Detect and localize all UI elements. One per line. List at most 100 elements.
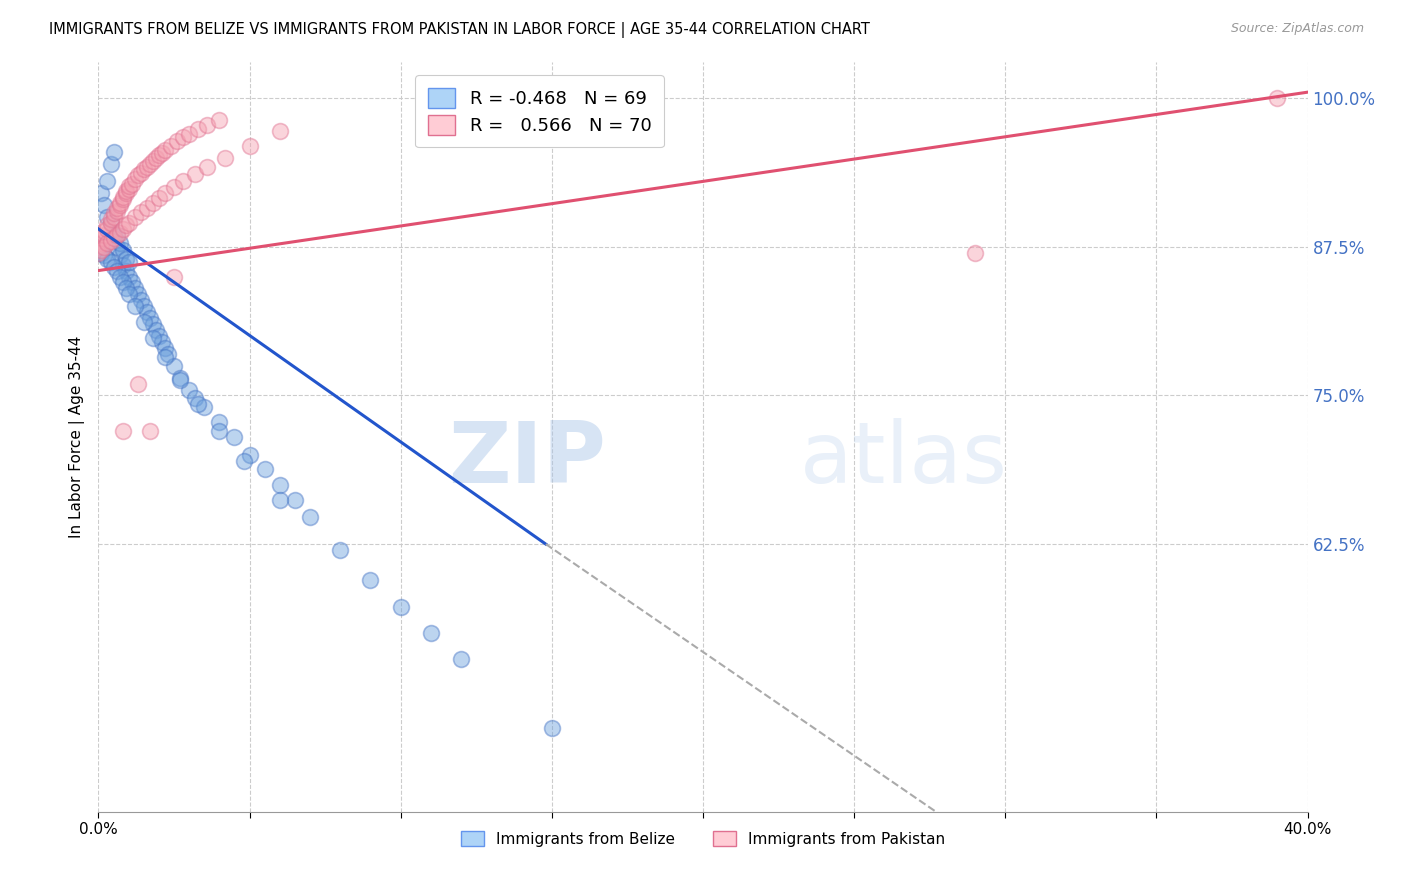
- Point: [100, 212, 122, 227]
- Point: [121, 276, 143, 290]
- Point: [96, 210, 118, 224]
- Point: [105, 240, 128, 254]
- Point: [90, 245, 112, 260]
- Point: [90, 244, 112, 258]
- Point: [114, 219, 136, 233]
- Point: [114, 281, 136, 295]
- Point: [150, 145, 173, 160]
- Point: [129, 293, 152, 308]
- Point: [118, 269, 141, 284]
- Point: [153, 144, 176, 158]
- Point: [153, 341, 176, 355]
- Point: [153, 186, 176, 201]
- Point: [87, 240, 110, 254]
- Point: [103, 145, 125, 159]
- Point: [96, 222, 118, 236]
- Text: Source: ZipAtlas.com: Source: ZipAtlas.com: [1230, 22, 1364, 36]
- Point: [163, 180, 186, 194]
- Point: [105, 227, 128, 242]
- Point: [124, 299, 146, 313]
- Point: [96, 219, 118, 233]
- Point: [187, 397, 209, 411]
- Point: [214, 151, 236, 165]
- Point: [100, 216, 122, 230]
- Point: [195, 160, 218, 174]
- Point: [90, 186, 112, 201]
- Point: [163, 359, 186, 373]
- Point: [208, 415, 231, 429]
- Point: [269, 493, 291, 508]
- Point: [253, 462, 276, 476]
- Point: [224, 430, 246, 444]
- Point: [93, 224, 115, 238]
- Point: [114, 184, 136, 198]
- Point: [108, 198, 131, 212]
- Point: [132, 162, 155, 177]
- Point: [179, 127, 201, 141]
- Point: [118, 287, 141, 301]
- Point: [114, 252, 136, 266]
- Point: [1267, 91, 1289, 105]
- Point: [108, 195, 131, 210]
- Point: [100, 216, 122, 230]
- Point: [148, 329, 170, 343]
- Point: [127, 376, 149, 391]
- Point: [103, 206, 125, 220]
- Point: [96, 174, 118, 188]
- Point: [269, 477, 291, 491]
- Point: [93, 248, 115, 262]
- Point: [420, 626, 443, 640]
- Point: [90, 231, 112, 245]
- Point: [87, 240, 110, 254]
- Point: [96, 252, 118, 266]
- Point: [148, 191, 170, 205]
- Text: ZIP: ZIP: [449, 418, 606, 501]
- Point: [114, 186, 136, 201]
- Point: [187, 122, 209, 136]
- Point: [142, 195, 165, 210]
- Point: [142, 154, 165, 169]
- Point: [193, 401, 215, 415]
- Point: [129, 166, 152, 180]
- Point: [169, 370, 191, 384]
- Point: [450, 652, 472, 666]
- Point: [108, 236, 131, 251]
- Point: [103, 227, 125, 242]
- Point: [169, 373, 191, 387]
- Point: [172, 174, 194, 188]
- Point: [208, 112, 231, 127]
- Y-axis label: In Labor Force | Age 35-44: In Labor Force | Age 35-44: [69, 336, 84, 538]
- Point: [105, 204, 128, 219]
- Point: [163, 269, 186, 284]
- Point: [540, 722, 562, 736]
- Point: [127, 169, 149, 183]
- Point: [118, 179, 141, 194]
- Point: [172, 130, 194, 145]
- Point: [93, 240, 115, 254]
- Point: [284, 493, 307, 508]
- Point: [145, 151, 167, 165]
- Point: [111, 244, 134, 258]
- Point: [87, 245, 110, 260]
- Point: [108, 248, 131, 262]
- Point: [179, 383, 201, 397]
- Point: [111, 276, 134, 290]
- Point: [105, 263, 128, 277]
- Point: [96, 236, 118, 251]
- Point: [142, 317, 165, 331]
- Point: [139, 156, 162, 170]
- Point: [195, 119, 218, 133]
- Point: [127, 287, 149, 301]
- Point: [145, 323, 167, 337]
- Point: [124, 281, 146, 295]
- Point: [103, 210, 125, 224]
- Point: [269, 124, 291, 138]
- Point: [208, 424, 231, 438]
- Point: [111, 192, 134, 206]
- Point: [93, 198, 115, 212]
- Point: [118, 181, 141, 195]
- Point: [139, 311, 162, 326]
- Point: [239, 448, 262, 462]
- Point: [105, 201, 128, 215]
- Point: [184, 167, 207, 181]
